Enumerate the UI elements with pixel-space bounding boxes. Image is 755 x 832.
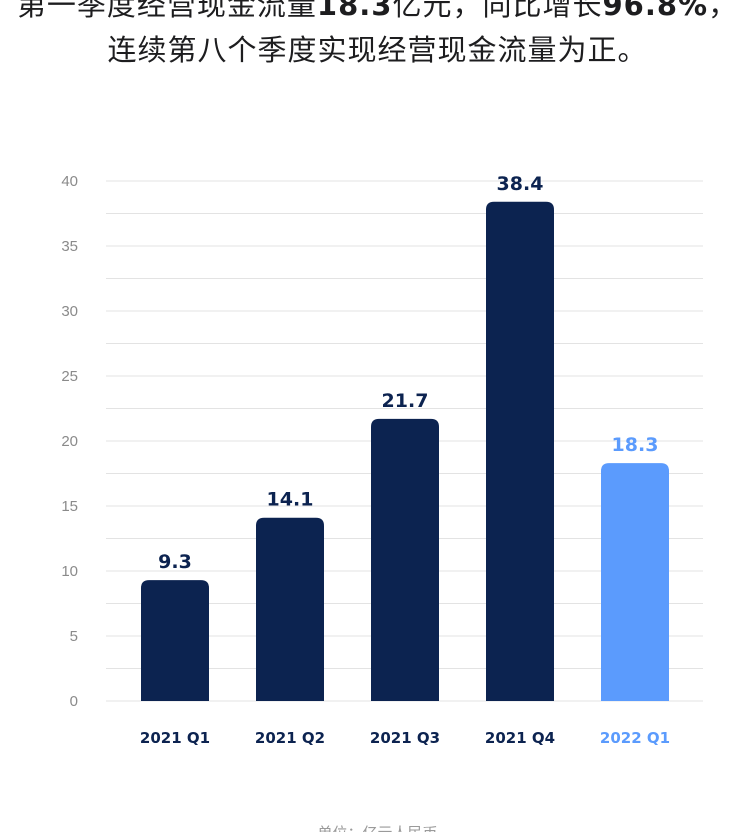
y-tick-label: 20	[61, 433, 78, 450]
y-axis-ticks: 0 5 10 15 20 25 30 35 40	[61, 173, 78, 710]
bar	[141, 580, 209, 701]
bar-value-label: 14.1	[267, 489, 314, 511]
y-tick-label: 35	[61, 238, 78, 255]
bar-value-label: 38.4	[497, 173, 544, 195]
y-tick-label: 30	[61, 303, 78, 320]
bar-value-label: 9.3	[158, 551, 192, 573]
y-tick-label: 25	[61, 368, 78, 385]
x-category-label: 2022 Q1	[600, 729, 670, 747]
header-line-1: 第一季度经营现金流量18.3亿元，同比增长96.8%，	[0, 0, 755, 24]
x-category-label: 2021 Q4	[485, 729, 555, 747]
x-category-label: 2021 Q2	[255, 729, 325, 747]
bar	[486, 201, 554, 702]
header-line-2: 连续第八个季度实现经营现金流量为正。	[107, 33, 648, 67]
bar	[256, 517, 324, 701]
y-tick-label: 5	[70, 628, 78, 645]
header-line-1-part-e: ，	[708, 0, 739, 22]
bar	[601, 463, 669, 701]
y-tick-label: 15	[61, 498, 78, 515]
y-tick-label: 40	[61, 173, 78, 190]
bar	[371, 418, 439, 701]
chart-value-labels: 9.3 14.1 21.7 38.4 18.3	[158, 173, 658, 573]
x-axis-labels: 2021 Q1 2021 Q2 2021 Q3 2021 Q4 2022 Q1	[140, 729, 670, 747]
header-line-1-part-c: 亿元，同比增长	[392, 0, 603, 22]
header-cashflow-value: 18.3	[316, 0, 393, 22]
header-growth-value: 96.8%	[602, 0, 709, 22]
chart-bars	[141, 201, 669, 702]
y-tick-label: 10	[61, 563, 78, 580]
bar-value-label: 21.7	[382, 390, 429, 412]
header-line-1-part-a: 第一季度经营现金流量	[16, 0, 317, 22]
y-tick-label: 0	[70, 693, 78, 710]
x-category-label: 2021 Q3	[370, 729, 440, 747]
x-category-label: 2021 Q1	[140, 729, 210, 747]
bar-value-label: 18.3	[612, 434, 659, 456]
unit-note: 单位：亿元人民币	[0, 822, 755, 832]
